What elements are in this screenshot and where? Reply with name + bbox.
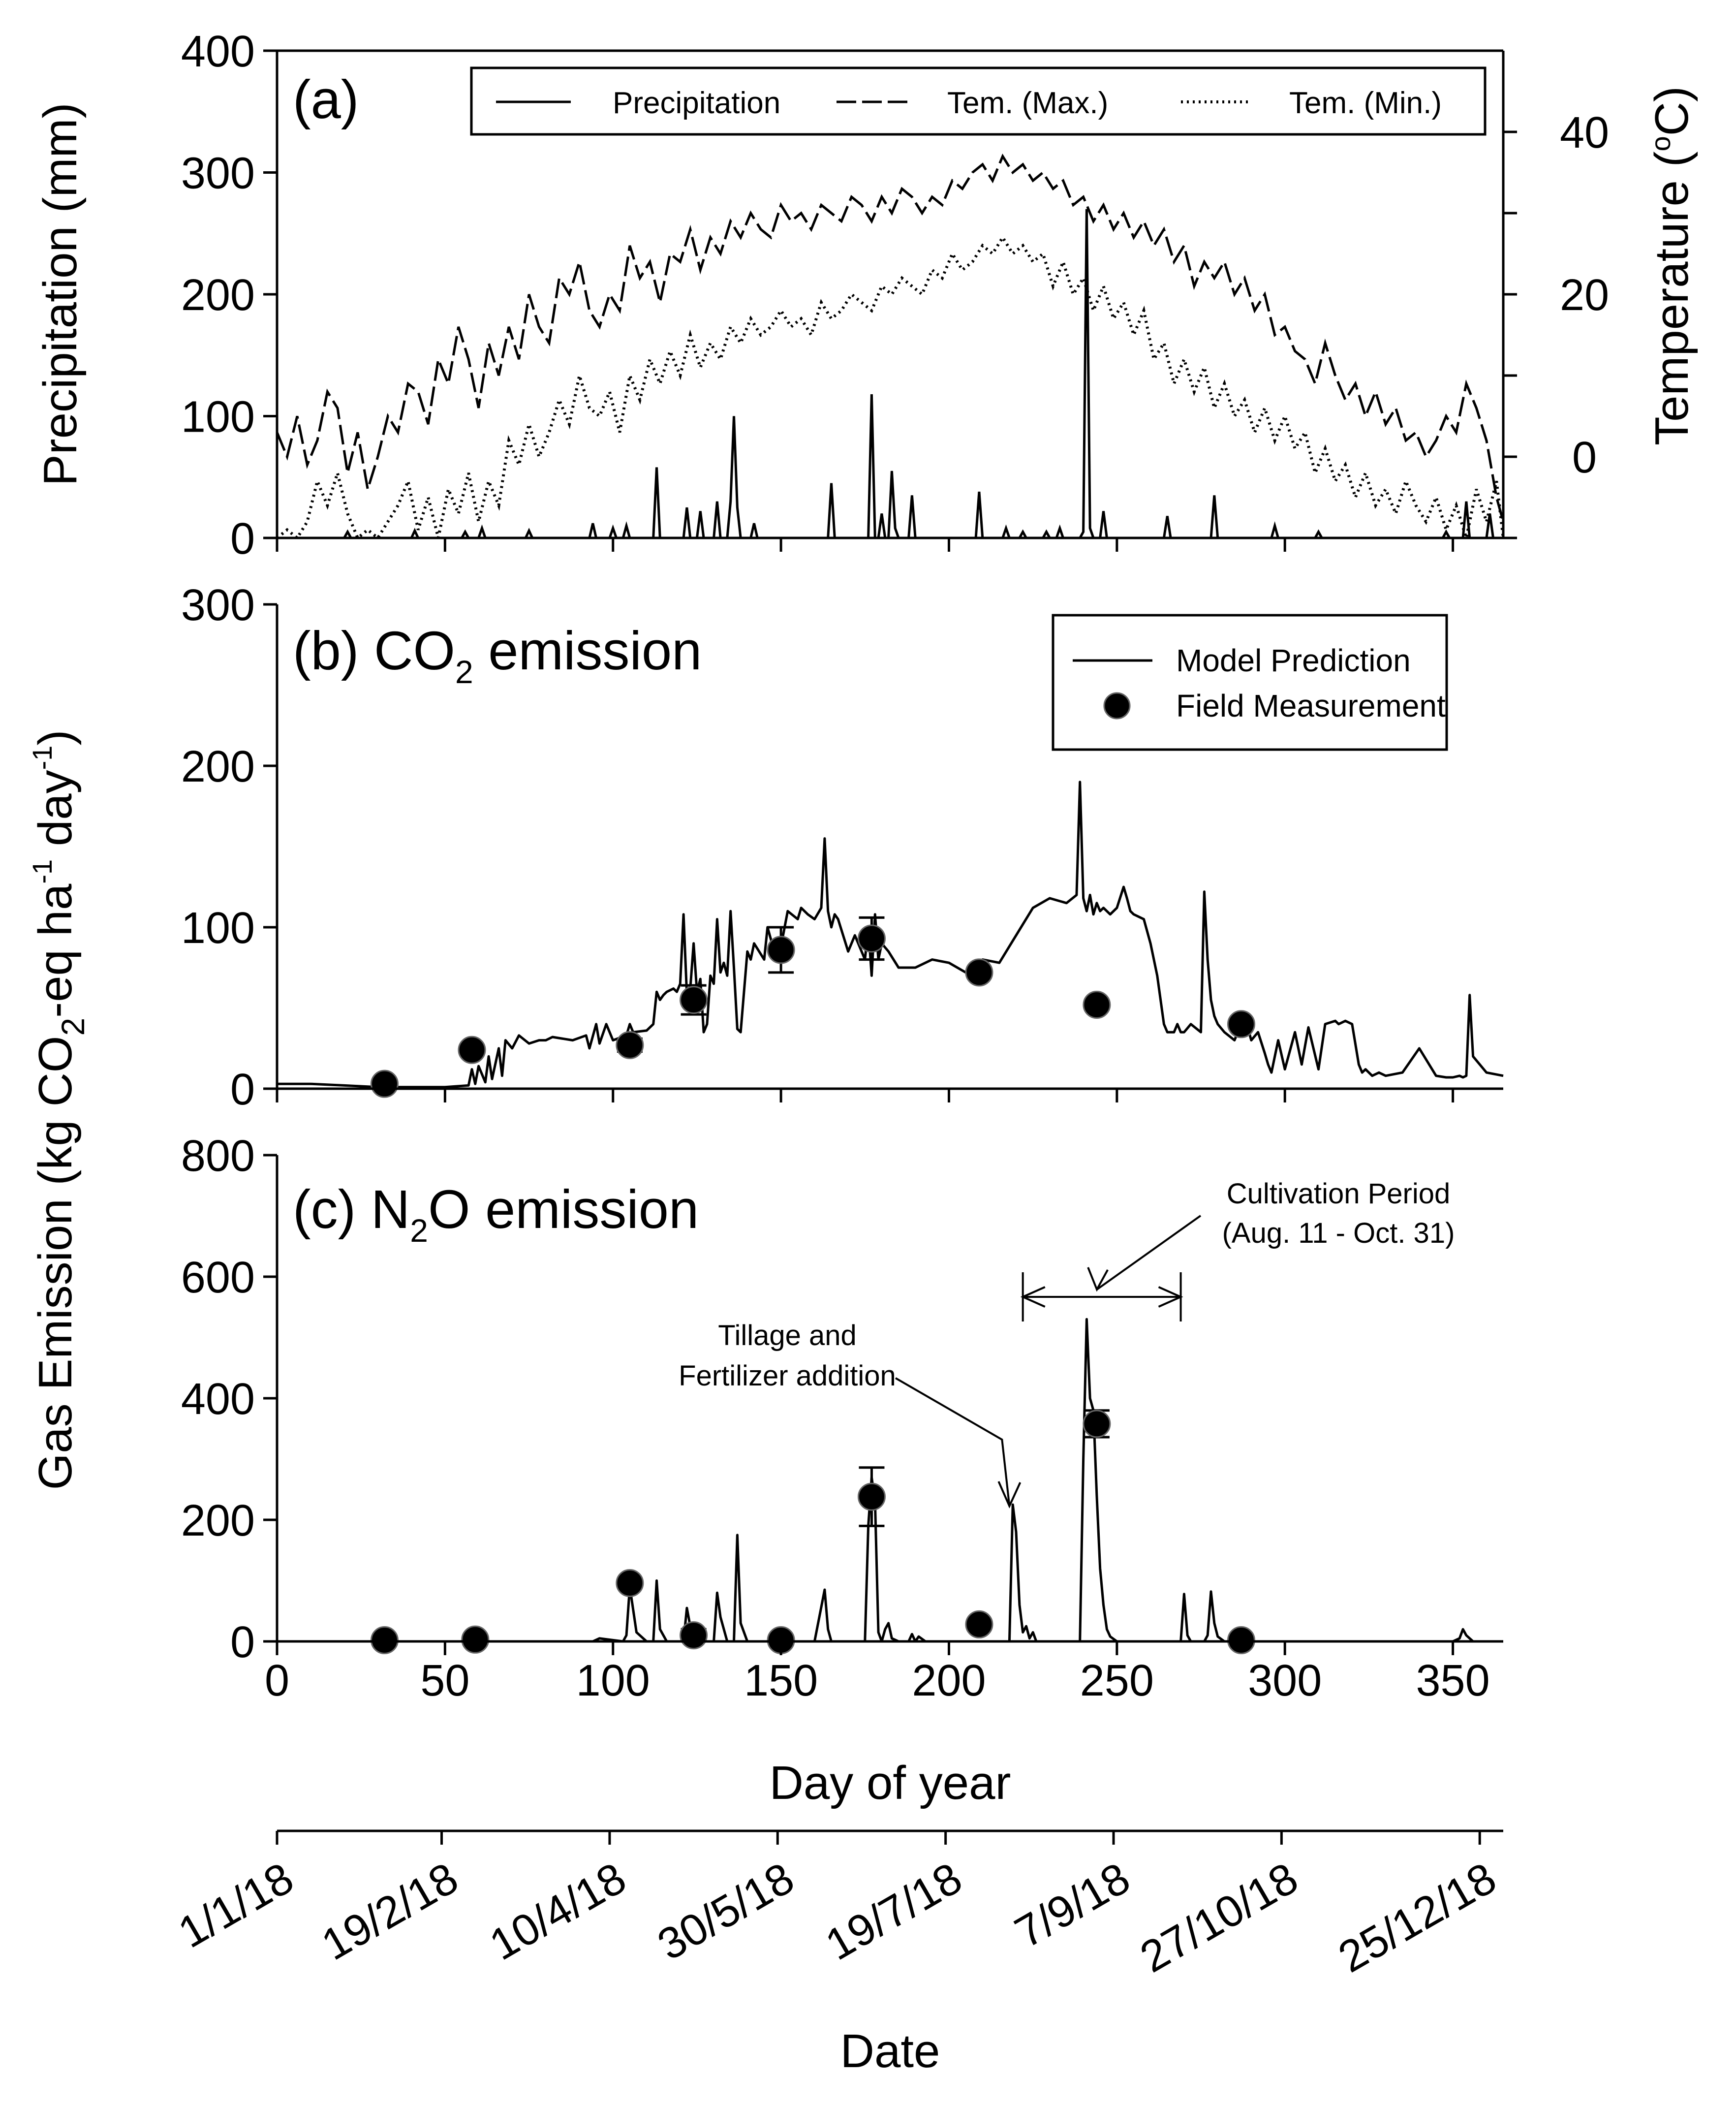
cultivation-annotation: Cultivation Period (Aug. 11 - Oct. 31) (1020, 1178, 1455, 1321)
legend-measurement-marker (1103, 692, 1131, 720)
n2o-measurement-point (461, 1625, 490, 1654)
y-tick-label: 100 (181, 393, 255, 442)
panel-a-y-ticks: 0 100 200 300 400 (181, 27, 277, 564)
co2-measurement-point (857, 924, 886, 953)
temperature-axis-label: Temperature (oC) (1645, 86, 1698, 445)
y-tick-label: 800 (181, 1132, 255, 1181)
y-tick-label: 300 (181, 581, 255, 630)
gas-emission-axis-label: Gas Emission (kg CO2-eq ha-1 day-1) (27, 730, 91, 1490)
cultivation-text-1: Cultivation Period (1227, 1178, 1451, 1210)
temperature-max-line (276, 154, 1505, 522)
day-of-year-label: Day of year (770, 1757, 1011, 1809)
legend-tem-min: Tem. (Min.) (1289, 86, 1442, 120)
y-tick-label: 400 (181, 27, 255, 76)
y-tick-label: 200 (181, 271, 255, 320)
co2-measurement-point (965, 958, 993, 987)
x-tick-label: 350 (1416, 1656, 1490, 1705)
y-tick-label: 100 (181, 904, 255, 953)
panel-c-y-ticks: 0 200 400 600 800 (181, 1132, 277, 1667)
y-tick-label: 0 (230, 1065, 255, 1114)
n2o-measurement-point (1083, 1410, 1111, 1438)
panel-c-x-ticks: 0 50 100 150 200 250 300 350 (265, 1641, 1490, 1705)
x-tick-label: 100 (576, 1656, 650, 1705)
y2-tick-label: 40 (1560, 108, 1609, 157)
co2-measurement-point (680, 986, 708, 1014)
co2-measurement-point (1227, 1010, 1255, 1038)
legend-b: Model Prediction Field Measurement (1052, 614, 1448, 751)
panel-b-y-ticks: 0 100 200 300 (181, 581, 277, 1114)
tillage-text-2: Fertilizer addition (679, 1360, 896, 1392)
y-tick-label: 300 (181, 149, 255, 198)
co2-measurement-point (370, 1069, 399, 1098)
n2o-measurement-point (965, 1610, 993, 1638)
legend-model-prediction: Model Prediction (1176, 643, 1411, 678)
x-tick-label: 250 (1080, 1656, 1154, 1705)
co2-measurement-point (616, 1031, 644, 1059)
y-tick-label: 0 (230, 514, 255, 564)
co2-measurement-point (767, 936, 795, 964)
panel-a-x-ticks (276, 538, 1455, 552)
precipitation-axis-label: Precipitation (mm) (34, 103, 87, 486)
x-tick-label: 200 (912, 1656, 986, 1705)
y-tick-label: 600 (181, 1253, 255, 1302)
x-tick-label: 0 (265, 1656, 289, 1705)
panel-c: 0 200 400 600 800 0 50 100 150 200 250 300 350 (c) … (181, 1132, 1503, 1809)
legend-a: Precipitation Tem. (Max.) Tem. (Min.) (470, 66, 1487, 136)
x-tick-label: 50 (420, 1656, 469, 1705)
tillage-arrow (895, 1377, 1011, 1507)
y-tick-label: 400 (181, 1375, 255, 1424)
tillage-arrowhead (997, 1481, 1022, 1509)
y2-tick-label: 0 (1572, 433, 1597, 482)
tillage-annotation: Tillage and Fertilizer addition (679, 1320, 1022, 1509)
precipitation-line (277, 209, 1503, 539)
n2o-measurement-point (680, 1621, 708, 1650)
y-tick-label: 0 (230, 1618, 255, 1667)
panel-a-label: (a) (293, 69, 359, 130)
panel-b-title: (b) CO2 emission (293, 621, 702, 690)
co2-measurement-point (458, 1036, 486, 1064)
n2o-model-line (277, 1318, 1503, 1643)
cultivation-pointer-head (1087, 1267, 1109, 1292)
y-tick-label: 200 (181, 1496, 255, 1545)
n2o-measurement-point (616, 1569, 644, 1597)
x-tick-label: 300 (1248, 1656, 1322, 1705)
co2-model-line (277, 781, 1504, 1089)
panel-b-x-ticks (276, 1089, 1455, 1102)
legend-field-measurement: Field Measurement (1176, 688, 1446, 723)
panel-a-series (276, 154, 1505, 540)
tillage-text-1: Tillage and (718, 1320, 857, 1352)
cultivation-right-head (1158, 1286, 1183, 1308)
panel-a: 0 100 200 300 400 0 20 40 (a) Precipitation (m… (34, 27, 1698, 564)
cultivation-text-2: (Aug. 11 - Oct. 31) (1222, 1217, 1455, 1249)
panel-b-series (277, 781, 1504, 1098)
y-tick-label: 200 (181, 742, 255, 791)
panel-c-title: (c) N2O emission (293, 1179, 699, 1249)
co2-measurement-point (1083, 990, 1111, 1019)
legend-precipitation: Precipitation (613, 86, 780, 120)
date-axis-label: Date (840, 2025, 940, 2077)
x-tick-label: 150 (744, 1656, 818, 1705)
panel-a-y2-ticks: 0 20 40 (1503, 108, 1609, 539)
cultivation-pointer (1096, 1215, 1202, 1290)
panel-b: 0 100 200 300 (b) CO2 emission Model Predic… (181, 581, 1504, 1114)
n2o-measurement-point (857, 1482, 886, 1511)
cultivation-left-head (1020, 1286, 1046, 1308)
legend-tem-max: Tem. (Max.) (947, 86, 1108, 120)
y2-tick-label: 20 (1560, 271, 1609, 320)
